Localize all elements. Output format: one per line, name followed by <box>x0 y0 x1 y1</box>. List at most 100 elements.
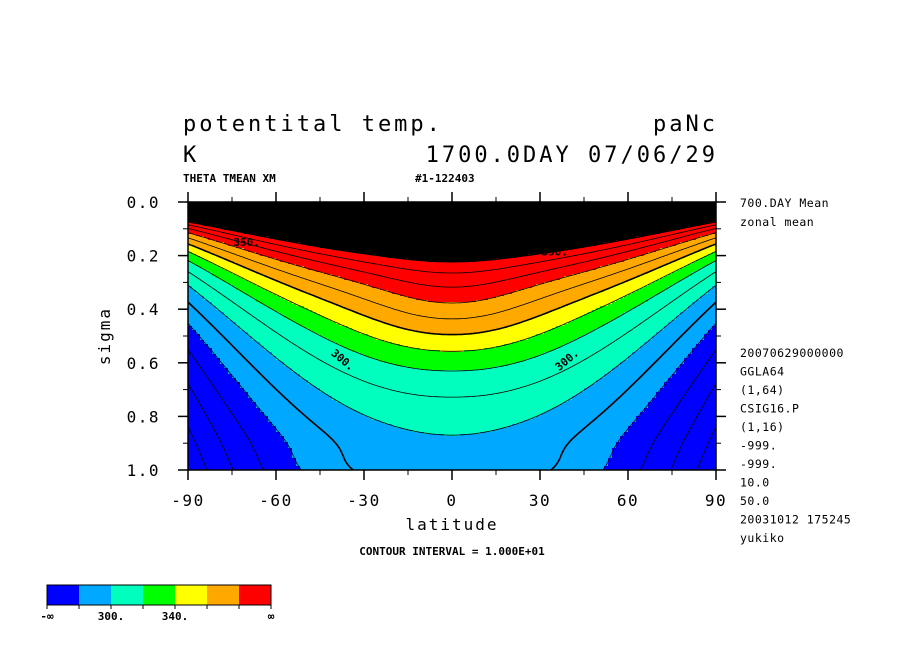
field-cell <box>292 202 297 205</box>
field-cell <box>244 234 249 237</box>
field-cell <box>556 222 561 225</box>
field-cell <box>532 226 537 229</box>
field-cell <box>712 220 716 223</box>
field-cell <box>436 236 441 239</box>
field-cell <box>676 218 681 221</box>
field-cell <box>484 202 489 205</box>
field-cell <box>224 208 229 211</box>
field-cell <box>692 202 697 205</box>
field-cell <box>456 232 461 235</box>
field-cell <box>640 220 645 223</box>
field-cell <box>484 208 489 211</box>
field-cell <box>688 228 693 231</box>
field-cell <box>432 234 437 237</box>
field-cell <box>216 224 221 227</box>
field-cell <box>524 218 529 221</box>
field-cell <box>300 226 305 229</box>
field-cell <box>708 220 713 223</box>
field-cell <box>448 220 453 223</box>
field-cell <box>360 234 365 237</box>
field-cell <box>560 224 565 227</box>
field-cell <box>532 220 537 223</box>
field-cell <box>444 222 449 225</box>
field-cell <box>612 230 617 233</box>
field-cell <box>228 224 233 227</box>
field-cell <box>292 214 297 217</box>
field-cell <box>396 224 401 227</box>
field-cell <box>556 232 561 235</box>
field-cell <box>596 234 601 237</box>
field-cell <box>600 208 605 211</box>
field-cell <box>596 228 601 231</box>
field-cell <box>656 234 661 237</box>
field-cell <box>320 216 325 219</box>
field-cell <box>300 236 305 239</box>
field-cell <box>360 222 365 225</box>
field-cell <box>220 208 225 211</box>
field-cell <box>544 236 549 239</box>
field-cell <box>256 222 261 225</box>
field-cell <box>708 214 713 217</box>
field-cell <box>644 224 649 227</box>
field-cell <box>704 218 709 221</box>
field-cell <box>248 226 253 229</box>
field-cell <box>420 214 425 217</box>
field-cell <box>204 220 209 223</box>
field-cell <box>680 206 685 209</box>
field-cell <box>460 204 465 207</box>
field-cell <box>220 232 225 235</box>
field-cell <box>512 212 517 215</box>
field-cell <box>636 214 641 217</box>
field-cell <box>496 202 501 205</box>
field-cell <box>292 206 297 209</box>
field-cell <box>452 220 457 223</box>
field-cell <box>304 206 309 209</box>
field-cell <box>392 238 397 241</box>
field-cell <box>608 202 613 205</box>
field-cell <box>464 214 469 217</box>
field-cell <box>344 224 349 227</box>
field-cell <box>708 234 713 237</box>
field-cell <box>248 236 253 239</box>
field-cell <box>376 206 381 209</box>
field-cell <box>412 204 417 207</box>
field-cell <box>664 234 669 237</box>
field-cell <box>676 208 681 211</box>
field-cell <box>628 206 633 209</box>
field-cell <box>476 222 481 225</box>
field-cell <box>380 234 385 237</box>
field-cell <box>236 202 241 205</box>
field-cell <box>324 216 329 219</box>
field-cell <box>620 204 625 207</box>
field-cell <box>576 232 581 235</box>
field-cell <box>208 236 213 239</box>
field-cell <box>304 208 309 211</box>
field-cell <box>204 236 209 239</box>
field-cell <box>656 226 661 229</box>
field-cell <box>628 202 633 205</box>
field-cell <box>392 204 397 207</box>
field-cell <box>380 220 385 223</box>
field-cell <box>524 206 529 209</box>
field-cell <box>192 208 197 211</box>
field-cell <box>192 202 197 205</box>
field-cell <box>280 228 285 231</box>
field-cell <box>328 220 333 223</box>
field-cell <box>640 234 645 237</box>
field-cell <box>608 220 613 223</box>
field-cell <box>584 218 589 221</box>
field-cell <box>592 234 597 237</box>
field-cell <box>456 240 461 243</box>
field-cell <box>324 240 329 243</box>
field-cell <box>308 224 313 227</box>
field-cell <box>676 210 681 213</box>
field-cell <box>400 222 405 225</box>
field-cell <box>692 214 697 217</box>
field-cell <box>604 216 609 219</box>
field-cell <box>404 214 409 217</box>
field-cell <box>220 234 225 237</box>
field-cell <box>260 214 265 217</box>
field-cell <box>676 238 681 241</box>
field-cell <box>540 238 545 241</box>
field-cell <box>568 208 573 211</box>
